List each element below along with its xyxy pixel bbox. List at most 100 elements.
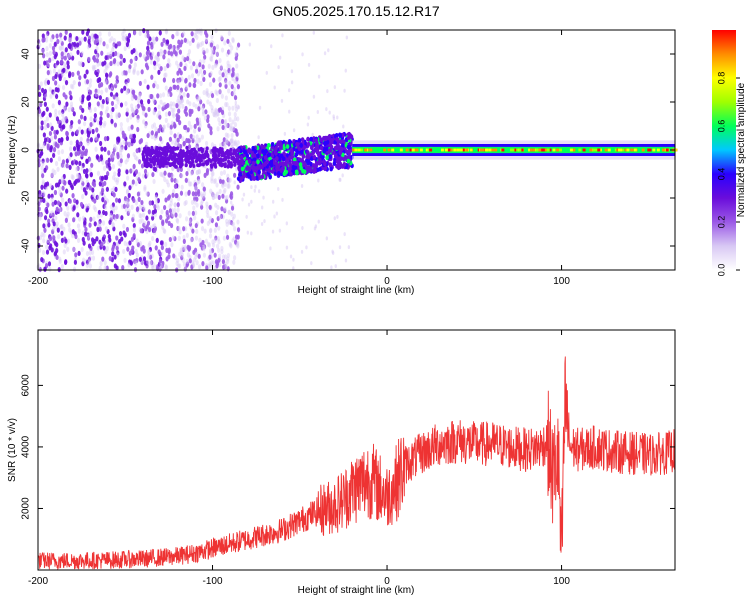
spectrogram-cell	[101, 159, 105, 165]
spectrogram-cell	[197, 29, 201, 35]
spectrogram-cell	[60, 137, 64, 143]
spectrogram-cell	[209, 250, 213, 256]
spectrogram-cell	[288, 109, 291, 114]
spectrogram-cell	[305, 154, 309, 160]
spectrogram-cell	[118, 230, 123, 237]
spectrogram-cell	[182, 238, 186, 244]
spectrogram-cell	[53, 129, 57, 136]
spectrogram-cell	[141, 154, 146, 159]
spectrogram-cell	[104, 109, 108, 115]
spectrogram-cell	[152, 162, 156, 167]
spectrogram-cell	[118, 239, 122, 245]
spectrogram-cell	[156, 84, 160, 90]
spectrogram-cell	[167, 111, 172, 117]
spectrogram-cell	[136, 103, 140, 109]
spectrogram-cell	[81, 61, 85, 68]
spectrogram-cell	[153, 227, 157, 234]
spectrogram-cell	[52, 68, 56, 74]
spectrogram-cell	[128, 185, 132, 191]
spectrogram-cell	[170, 242, 174, 248]
spectrogram-cell	[69, 182, 73, 188]
spectrogram-cell	[161, 102, 166, 108]
spectrogram-cell	[55, 221, 59, 227]
spectrogram-cell	[228, 177, 232, 183]
spectrogram-cell	[122, 57, 126, 64]
spectrogram-cell	[41, 161, 45, 167]
spectrogram-cell	[146, 54, 150, 61]
spectrogram-cell	[73, 198, 77, 204]
spectrogram-cell	[71, 229, 75, 235]
spectrogram-cell	[77, 126, 82, 132]
spectrogram-cell	[111, 47, 115, 53]
spectrogram-cell	[110, 153, 115, 159]
spectrogram-cell	[151, 171, 155, 178]
spectrogram-cell	[98, 31, 102, 37]
spectrogram-cell	[66, 64, 70, 70]
spectrogram-cell	[75, 199, 79, 205]
spectrogram-cell	[43, 227, 47, 233]
spectrogram-cell	[369, 148, 373, 152]
spectrogram-cell	[228, 163, 232, 168]
spectrogram-cell	[161, 220, 165, 226]
spectrogram-cell	[223, 144, 227, 150]
spectrogram-cell	[151, 150, 155, 155]
spectrogram-cell	[165, 145, 169, 150]
spectrogram-cell	[186, 159, 190, 164]
spectrogram-cell	[169, 152, 173, 157]
spectrogram-cell	[187, 49, 192, 55]
spectrogram-cell	[96, 245, 100, 251]
spectrogram-cell	[158, 124, 163, 130]
spectrogram-cell	[202, 69, 207, 76]
spectrogram-cell	[188, 181, 192, 187]
spectrogram-cell	[40, 184, 44, 190]
spectrogram-cell	[206, 117, 210, 124]
spectrogram-cell	[116, 136, 120, 142]
spectrogram-cell	[399, 148, 403, 152]
spectrogram-cell	[98, 95, 102, 101]
spectrogram-cell	[59, 32, 63, 38]
spectrogram-cell	[183, 37, 187, 43]
spectrogram-cell	[256, 159, 260, 165]
spectrogram-cell	[465, 148, 469, 152]
spectrogram-cell	[209, 56, 214, 62]
spectrogram-cell	[95, 194, 99, 200]
spectrogram-cell	[143, 168, 148, 175]
spectrogram-cell	[125, 226, 130, 233]
spectrogram-cell	[235, 241, 239, 248]
spectrogram-cell	[156, 93, 160, 99]
spectrogram-cell	[72, 246, 76, 252]
spectrogram-cell	[212, 112, 216, 118]
spectrogram-cell	[149, 59, 154, 65]
spectrogram-cell	[126, 153, 131, 159]
spectrogram-cell	[213, 252, 217, 258]
spectrogram-cell	[126, 197, 130, 203]
spectrogram-cell	[62, 226, 66, 232]
spectrogram-cell	[257, 135, 260, 140]
spectrogram-cell	[314, 144, 319, 150]
spectrogram-cell	[68, 198, 72, 204]
spectrogram-cell	[99, 37, 103, 43]
spectrogram-cell	[229, 200, 233, 205]
spectrogram-cell	[287, 88, 291, 93]
spectrogram-cell	[198, 137, 202, 143]
spectrogram-cell	[181, 55, 185, 61]
spectrogram-cell	[207, 92, 211, 99]
spectrogram-cell	[104, 226, 108, 232]
spectrogram-cell	[211, 192, 216, 198]
spectrogram-cell	[125, 107, 130, 113]
spectrogram-cell	[81, 236, 85, 243]
spectrogram-cell	[103, 265, 107, 271]
spectrogram-cell	[98, 60, 102, 66]
spectrogram-cell	[63, 105, 67, 111]
spectrogram-cell	[182, 234, 186, 241]
spectrogram-cell	[230, 91, 234, 97]
spectrogram-cell	[129, 168, 133, 174]
spectrogram-cell	[165, 247, 169, 253]
spectrogram-cell	[205, 209, 209, 215]
spectrogram-cell	[235, 143, 239, 148]
spectrogram-cell	[221, 141, 225, 147]
spectrogram-cell	[177, 235, 181, 241]
spectrogram-cell	[68, 125, 72, 132]
spectrogram-cell	[661, 148, 665, 152]
spectrogram-cell	[68, 164, 72, 170]
